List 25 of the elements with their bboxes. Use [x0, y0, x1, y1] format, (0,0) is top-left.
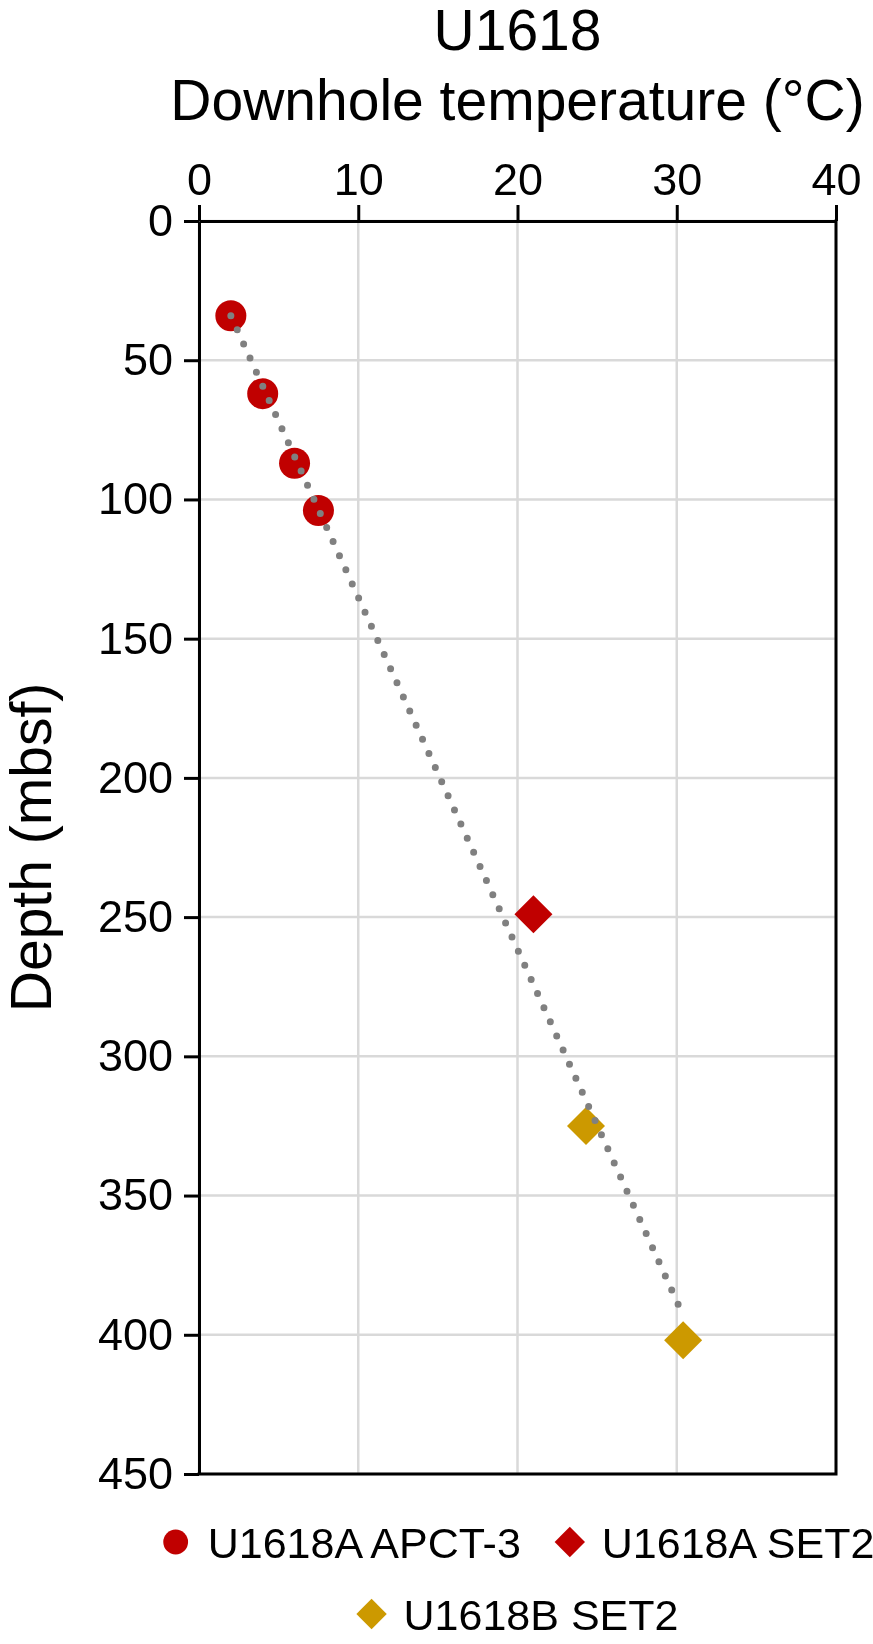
y-tick-label: 50	[122, 334, 173, 386]
x-tick-label: 0	[186, 154, 213, 205]
point	[664, 1321, 703, 1360]
x-axis-title: Downhole temperature (°C)	[170, 68, 865, 132]
y-tick-label: 400	[97, 1308, 173, 1360]
x-tick-label: 20	[492, 154, 544, 205]
x-tick-label: 30	[652, 154, 703, 205]
y-tick-label: 450	[97, 1447, 173, 1499]
y-tick-label: 300	[97, 1030, 173, 1082]
legend-label: U1618B SET2	[403, 1590, 679, 1639]
y-tick-label: 100	[97, 473, 173, 525]
y-tick-label: 150	[97, 612, 173, 664]
legend-label: U1618A SET2	[601, 1518, 873, 1567]
y-axis-title: Depth (mbsf)	[0, 682, 63, 1013]
legend-label: U1618A APCT-3	[207, 1518, 521, 1567]
point	[566, 1106, 605, 1145]
y-tick-label: 0	[147, 194, 173, 246]
point	[514, 895, 553, 934]
y-tick-label: 350	[97, 1169, 173, 1221]
x-tick-label: 40	[811, 154, 862, 205]
y-tick-label: 250	[97, 891, 173, 943]
point	[215, 300, 247, 332]
x-tick-label: 10	[333, 154, 384, 205]
chart-title: U1618	[433, 0, 602, 62]
y-tick-label: 200	[97, 751, 173, 803]
